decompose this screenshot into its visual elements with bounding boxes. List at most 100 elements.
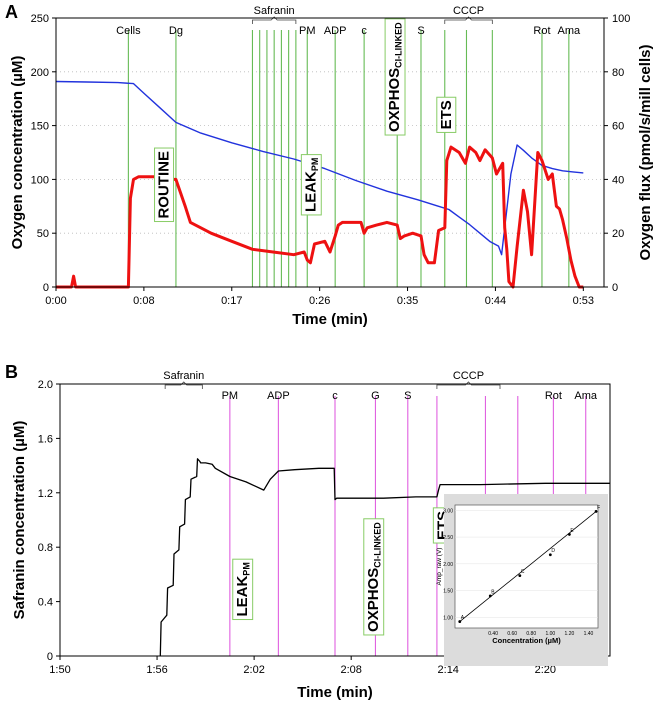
y-tick-label: 100	[31, 174, 49, 186]
y-tick-label: 0	[43, 282, 49, 294]
inset-point-label: E	[570, 528, 574, 534]
bracket	[444, 16, 493, 24]
event-label: Rot	[533, 25, 550, 37]
series-safranin	[159, 458, 610, 657]
x-tick-label: 2:20	[535, 664, 556, 676]
inset-point-label: A	[461, 615, 465, 621]
inset-point	[458, 620, 462, 623]
inset-point	[568, 533, 571, 536]
event-label: Rot	[545, 390, 562, 402]
y-tick-label: 1.2	[38, 488, 53, 500]
bracket	[436, 381, 501, 389]
inset-point-label: F	[597, 505, 600, 511]
event-label: Ama	[558, 25, 582, 37]
event-label: S	[417, 25, 424, 37]
bracket-label: CCCP	[453, 5, 484, 17]
inset-point-label: C	[521, 569, 525, 575]
y2-tick-label: 80	[612, 67, 624, 79]
panel-letter: B	[5, 362, 18, 382]
x-tick-label: 0:53	[573, 295, 594, 307]
x-tick-label: 0:08	[133, 295, 154, 307]
x-tick-label: 1:56	[146, 664, 167, 676]
state-label: LEAKPM	[232, 558, 254, 621]
state-label-box	[154, 147, 175, 223]
y-tick-label: 200	[31, 67, 49, 79]
inset-fit-line	[459, 511, 597, 622]
y-tick-label: 0	[47, 651, 53, 663]
x-tick-label: 2:08	[340, 664, 361, 676]
state-label-box	[436, 96, 457, 133]
x-tick-label: 1:50	[49, 664, 70, 676]
inset-y-axis-title: Amp_raw (V)	[436, 548, 443, 586]
state-label: LEAKPM	[300, 154, 322, 216]
plot-frame	[55, 17, 605, 288]
event-label: PM	[299, 25, 316, 37]
inset-y-tick-label: 1.50	[443, 589, 453, 595]
event-label: ADP	[324, 25, 347, 37]
bracket-label: Safranin	[254, 5, 295, 17]
y-tick-label: 50	[37, 228, 49, 240]
y-tick-label: 2.0	[38, 379, 53, 391]
x-axis-title: Time (min)	[292, 311, 368, 328]
y2-tick-label: 40	[612, 174, 624, 186]
x-tick-label: 0:00	[45, 295, 66, 307]
y-axis-title: Safranin concentration (µM)	[11, 421, 28, 620]
state-label-text: LEAKPM	[234, 562, 252, 616]
inset-y-tick-label: 2.00	[443, 562, 453, 568]
x-axis-title: Time (min)	[297, 684, 373, 701]
y-tick-label: 0.8	[38, 542, 53, 554]
inset-point-label: D	[551, 548, 555, 554]
inset-point	[518, 574, 522, 577]
inset-point	[548, 553, 552, 557]
event-label: PM	[222, 390, 239, 402]
y2-tick-label: 20	[612, 228, 624, 240]
y-tick-label: 0.4	[38, 597, 53, 609]
state-label-text: LEAKPM	[302, 158, 320, 212]
state-label-box	[232, 558, 254, 621]
inset-y-tick-label: 2.50	[443, 535, 453, 541]
event-label: Ama	[574, 390, 598, 402]
y-axis-title: Oxygen concentration (µM)	[9, 56, 26, 250]
event-label: Dg	[169, 25, 183, 37]
y-tick-label: 150	[31, 121, 49, 133]
state-label: ROUTINE	[154, 147, 175, 223]
state-label-box	[384, 18, 406, 136]
x-tick-label: 2:02	[243, 664, 264, 676]
state-label-text: ETS	[438, 100, 455, 129]
y-tick-label: 1.6	[38, 433, 53, 445]
y2-axis-title: Oxygen flux (pmol/s/mill cells)	[637, 45, 654, 261]
x-tick-label: 0:44	[485, 295, 506, 307]
inset-x-tick-label: 0.60	[507, 631, 517, 637]
panel-letter: A	[5, 2, 18, 22]
event-label: G	[371, 390, 380, 402]
inset-y-tick-label: 3.00	[443, 508, 453, 514]
y2-tick-label: 60	[612, 121, 624, 133]
event-label: c	[361, 25, 367, 37]
y-tick-label: 250	[31, 13, 49, 25]
panel-a: ACellsDgPMADPcGSRotAmaSafraninCCCPROUTIN…	[5, 2, 654, 328]
inset-point-label: B	[491, 589, 495, 595]
inset-x-tick-label: 0.80	[526, 631, 536, 637]
state-label-text: OXPHOSCI-LINKED	[386, 22, 404, 132]
series-oxygen-concentration	[55, 80, 584, 256]
state-label-box	[300, 154, 322, 216]
bracket-label: CCCP	[453, 370, 484, 382]
inset-x-axis-title: Concentration (µM)	[492, 636, 561, 645]
x-tick-label: 0:35	[397, 295, 418, 307]
inset-frame	[454, 504, 599, 629]
state-label: ETS	[436, 96, 457, 133]
inset-x-tick-label: 1.40	[584, 631, 594, 637]
inset-point	[594, 510, 598, 513]
y2-tick-label: 100	[612, 13, 630, 25]
bracket	[164, 381, 203, 389]
inset-x-tick-label: 1.00	[545, 631, 555, 637]
bracket	[252, 16, 297, 24]
inset-point	[488, 594, 492, 598]
x-tick-label: 0:17	[221, 295, 242, 307]
state-label-text: OXPHOSCI-LINKED	[365, 522, 383, 632]
state-label: OXPHOSCI-LINKED	[363, 518, 385, 636]
event-label: c	[332, 390, 338, 402]
inset-x-tick-label: 0.40	[488, 631, 498, 637]
inset-calibration: 1.00 1.50 2.00 2.50 3.00 0.40 0.60 0.80 1.00 1.20…	[436, 494, 608, 666]
